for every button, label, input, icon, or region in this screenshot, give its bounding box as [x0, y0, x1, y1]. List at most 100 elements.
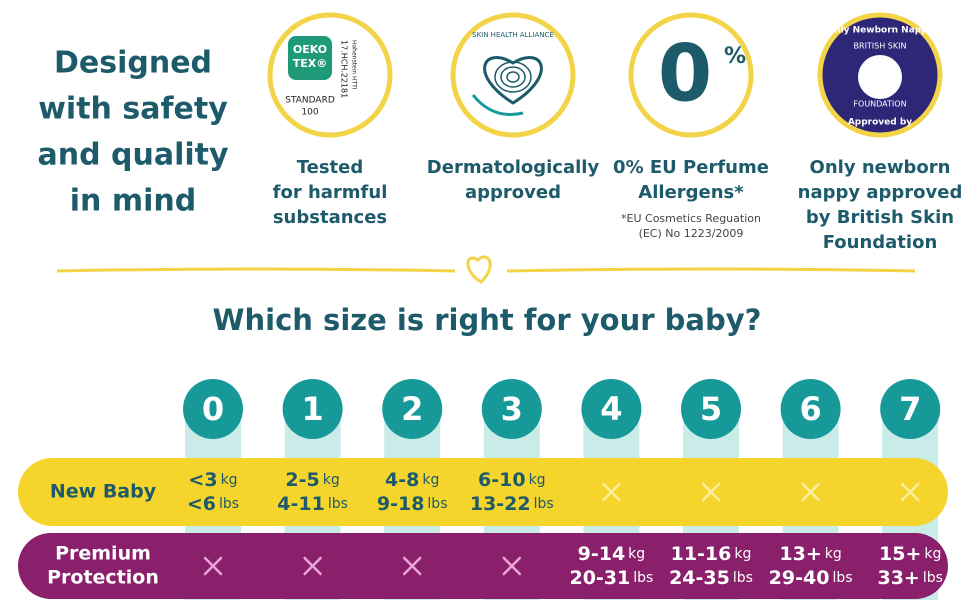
cross-icon — [303, 556, 322, 576]
row-name: Protection — [47, 567, 159, 589]
size-circle — [681, 379, 741, 439]
hand-print — [858, 55, 902, 99]
badge-note: (EC) No 1223/2009 — [639, 227, 744, 240]
size-title: Which size is right for your baby? — [213, 303, 762, 337]
divider — [506, 267, 916, 273]
weight-unit: lbs — [633, 570, 653, 586]
weight-unit: kg — [628, 546, 645, 562]
logo-text: SKIN HEALTH ALLIANCE — [472, 31, 554, 39]
size-weight: 29-40 lbs — [769, 567, 853, 589]
size-weight: 9-14 kg — [578, 543, 646, 565]
oeko-logo — [288, 36, 332, 80]
logo-text: STANDARD — [285, 96, 335, 106]
cross-icon — [203, 556, 223, 576]
weight-value: <6 — [187, 493, 216, 515]
weight-unit: kg — [825, 546, 842, 562]
badge-label: 0% EU Perfume — [613, 157, 769, 178]
logo-text: BRITISH SKIN — [854, 42, 907, 51]
fingerprint — [494, 61, 532, 93]
size-weight: 4-8 kg — [385, 469, 439, 491]
weight-unit: kg — [221, 472, 238, 488]
badge-label: for harmful — [273, 182, 388, 203]
size-circle — [183, 379, 243, 439]
weight-unit: kg — [529, 472, 546, 488]
size-number: 3 — [501, 390, 523, 428]
size-number: 7 — [899, 390, 921, 428]
hand-icon — [471, 94, 524, 116]
weight-unit: kg — [924, 546, 941, 562]
badge-label: nappy approved — [798, 182, 963, 203]
weight-value: 20-31 — [569, 567, 630, 589]
size-weight: <3 kg — [188, 469, 237, 491]
size-circle — [780, 379, 841, 439]
badge-label: Tested — [297, 157, 364, 178]
logo-text: Hohenstein HTTI — [351, 40, 358, 90]
title-line: Designed — [54, 46, 212, 81]
size-circle — [282, 379, 343, 439]
logo-text: Only Newborn Nappy — [826, 26, 933, 36]
cross-icon — [801, 482, 820, 502]
size-weight: 33+ lbs — [877, 567, 942, 589]
weight-value: <3 — [188, 469, 217, 491]
cross-icon — [900, 482, 920, 502]
weight-unit: lbs — [923, 570, 943, 586]
cross-icon — [402, 556, 422, 576]
logo-text: OEKO — [293, 43, 327, 56]
size-circle — [481, 379, 542, 439]
weight-value: 13-22 — [470, 493, 531, 515]
size-weight: 11-16 kg — [671, 543, 752, 565]
weight-value: 9-18 — [377, 493, 425, 515]
row-band — [18, 533, 948, 599]
weight-value: 15+ — [879, 543, 921, 565]
size-weight: 24-35 lbs — [669, 567, 753, 589]
size-number: 6 — [799, 390, 821, 428]
weight-unit: lbs — [427, 496, 447, 512]
size-circle — [880, 379, 941, 439]
weight-value: 29-40 — [769, 567, 830, 589]
size-weight: 13-22 lbs — [470, 493, 554, 515]
weight-unit: kg — [323, 472, 340, 488]
cross-icon — [502, 556, 522, 576]
fingerprint — [500, 66, 526, 88]
size-weight: <6 lbs — [187, 493, 239, 515]
size-weight: 15+ kg — [879, 543, 941, 565]
size-weight: 4-11 lbs — [277, 493, 348, 515]
divider-heart — [466, 255, 492, 284]
logo-text: 100 — [301, 108, 318, 118]
row-name: Premium — [55, 543, 151, 565]
weight-unit: kg — [734, 546, 751, 562]
logo-text: FOUNDATION — [853, 100, 906, 109]
size-number: 1 — [301, 390, 323, 428]
weight-unit: lbs — [733, 570, 753, 586]
size-number: 4 — [600, 390, 622, 428]
cross-icon — [602, 482, 621, 502]
badge-label: Dermatologically — [427, 157, 600, 178]
logo-text: 17.HCH.22181 — [340, 40, 349, 98]
row-name: New Baby — [50, 481, 157, 503]
title-line: with safety — [38, 92, 228, 127]
title-line: in mind — [70, 184, 196, 219]
title-line: and quality — [37, 138, 229, 173]
size-weight: 20-31 lbs — [569, 567, 653, 589]
weight-value: 4-11 — [277, 493, 325, 515]
size-circle — [581, 379, 642, 439]
logo-text: Approved by — [848, 118, 912, 128]
badge-label: Only newborn — [810, 157, 951, 178]
size-number: 0 — [202, 390, 224, 428]
weight-value: 11-16 — [671, 543, 732, 565]
size-weight: 2-5 kg — [285, 469, 339, 491]
fingerprint — [506, 71, 520, 83]
size-weight: 13+ kg — [779, 543, 841, 565]
weight-value: 13+ — [779, 543, 821, 565]
size-number: 2 — [401, 390, 423, 428]
logo-text: TEX® — [293, 57, 328, 70]
size-circle — [382, 379, 443, 439]
badge-note: *EU Cosmetics Reguation — [621, 212, 761, 225]
logo-percent: % — [724, 44, 746, 69]
weight-unit: kg — [422, 472, 439, 488]
badge-label: Allergens* — [638, 182, 744, 203]
weight-value: 2-5 — [285, 469, 319, 491]
heart-icon — [483, 56, 543, 105]
size-number: 5 — [700, 390, 722, 428]
